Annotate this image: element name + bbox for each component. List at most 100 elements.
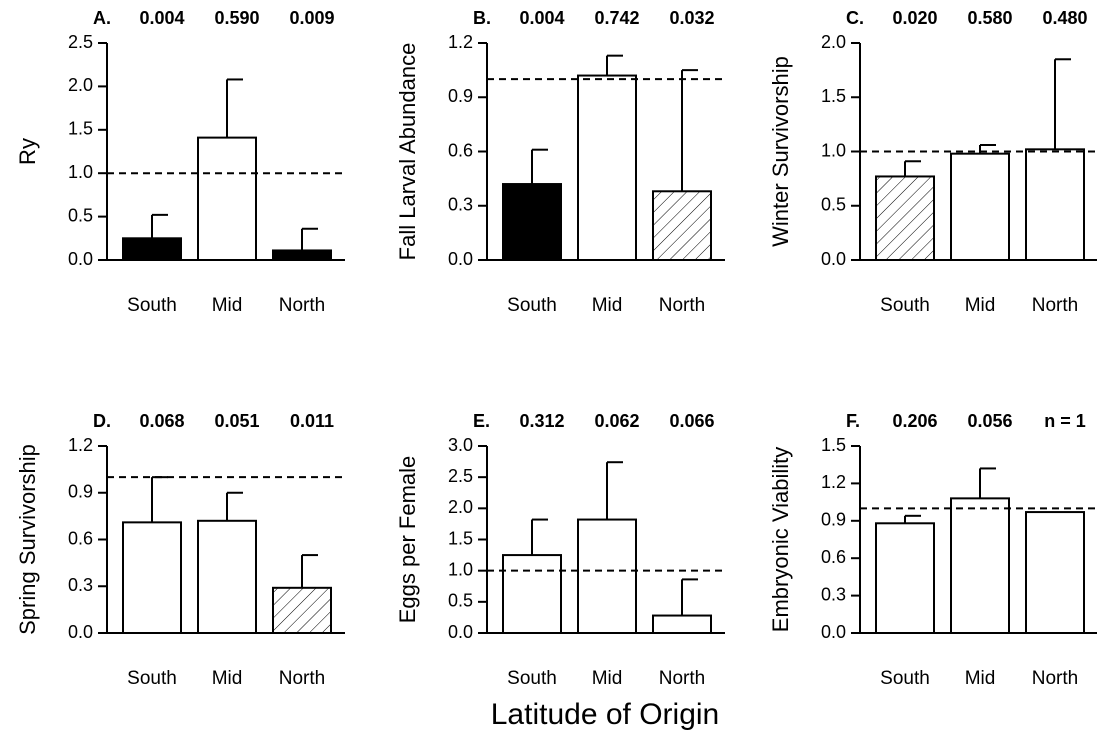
annotation: 0.032	[669, 8, 714, 28]
bar	[875, 522, 935, 634]
y-tick-label: 0.9	[821, 510, 846, 530]
y-tick-label: 0.0	[821, 249, 846, 269]
bar	[272, 249, 332, 261]
y-tick-label: 1.2	[68, 435, 93, 455]
shared-x-label: Latitude of Origin	[491, 698, 719, 731]
y-tick-label: 0.0	[448, 622, 473, 642]
y-tick-label: 0.3	[821, 584, 846, 604]
bar	[197, 519, 257, 634]
x-tick-label: Mid	[965, 668, 996, 689]
annotation: 0.742	[594, 8, 639, 28]
annotation: 0.020	[892, 8, 937, 28]
bar	[652, 614, 712, 635]
panel-label: C.	[846, 8, 864, 28]
y-tick-label: 1.2	[448, 32, 473, 52]
y-tick-label: 3.0	[448, 435, 473, 455]
y-tick-label: 0.0	[68, 249, 93, 269]
annotation: 0.580	[967, 8, 1012, 28]
x-tick-label: Mid	[212, 295, 243, 316]
bar	[577, 74, 637, 261]
panel-label: D.	[93, 411, 111, 431]
x-tick-label: North	[1032, 295, 1078, 316]
panel-label: F.	[846, 411, 860, 431]
y-tick-label: 2.5	[68, 32, 93, 52]
x-tick-label: Mid	[592, 668, 623, 689]
annotation: 0.004	[139, 8, 184, 28]
y-tick-label: 1.0	[448, 559, 473, 579]
y-tick-label: 2.5	[448, 466, 473, 486]
bar	[875, 175, 935, 261]
bar	[197, 136, 257, 261]
y-tick-label: 0.6	[448, 140, 473, 160]
annotation: 0.206	[892, 411, 937, 431]
panel-label: E.	[473, 411, 490, 431]
y-tick-label: 0.3	[68, 575, 93, 595]
annotation: n = 1	[1044, 411, 1086, 431]
x-tick-label: Mid	[212, 668, 243, 689]
y-tick-label: 1.0	[68, 162, 93, 182]
bar	[272, 586, 332, 635]
y-tick-label: 0.5	[448, 591, 473, 611]
y-axis-label: Fall Larval Abundance	[395, 43, 420, 261]
annotation: 0.009	[289, 8, 334, 28]
y-tick-label: 1.5	[821, 435, 846, 455]
x-tick-label: North	[659, 295, 705, 316]
y-tick-label: 0.3	[448, 195, 473, 215]
annotation: 0.068	[139, 411, 184, 431]
annotation: 0.590	[214, 8, 259, 28]
y-tick-label: 2.0	[68, 75, 93, 95]
y-tick-label: 2.0	[821, 32, 846, 52]
y-tick-label: 0.0	[448, 249, 473, 269]
x-tick-label: South	[880, 668, 930, 689]
x-tick-label: Mid	[965, 295, 996, 316]
panel-label: B.	[473, 8, 491, 28]
annotation: 0.480	[1042, 8, 1087, 28]
bar	[652, 190, 712, 262]
y-tick-label: 0.6	[821, 547, 846, 567]
annotation: 0.056	[967, 411, 1012, 431]
y-tick-label: 0.9	[68, 482, 93, 502]
y-tick-label: 0.0	[68, 622, 93, 642]
x-tick-label: North	[279, 295, 325, 316]
x-tick-label: Mid	[592, 295, 623, 316]
y-axis-label: Embryonic Viability	[768, 447, 793, 632]
y-axis-label: Eggs per Female	[395, 456, 420, 624]
bar	[950, 152, 1010, 261]
y-tick-label: 0.9	[448, 86, 473, 106]
y-axis-label: Winter Survivorship	[768, 56, 793, 247]
y-tick-label: 2.0	[448, 497, 473, 517]
y-tick-label: 0.0	[821, 622, 846, 642]
x-tick-label: South	[507, 295, 557, 316]
x-tick-label: North	[1032, 668, 1078, 689]
bar	[577, 518, 637, 635]
bar	[122, 521, 182, 635]
y-axis-label: Spring Survivorship	[15, 444, 40, 635]
x-tick-label: South	[127, 295, 177, 316]
y-tick-label: 1.5	[448, 528, 473, 548]
bar	[502, 183, 562, 261]
bar	[502, 554, 562, 634]
bar	[1025, 511, 1085, 634]
y-axis-label: Ry	[15, 138, 40, 165]
x-tick-label: North	[279, 668, 325, 689]
y-tick-label: 1.0	[821, 140, 846, 160]
y-tick-label: 1.2	[821, 472, 846, 492]
annotation: 0.066	[669, 411, 714, 431]
x-tick-label: South	[880, 295, 930, 316]
annotation: 0.011	[290, 411, 334, 431]
y-tick-label: 0.5	[821, 195, 846, 215]
bar	[122, 237, 182, 262]
x-tick-label: North	[659, 668, 705, 689]
annotation: 0.312	[519, 411, 564, 431]
annotation: 0.051	[214, 411, 259, 431]
y-tick-label: 1.5	[821, 86, 846, 106]
y-tick-label: 0.5	[68, 205, 93, 225]
panel-label: A.	[93, 8, 111, 28]
y-tick-label: 1.5	[68, 119, 93, 139]
y-tick-label: 0.6	[68, 528, 93, 548]
bar	[950, 497, 1010, 634]
annotation: 0.004	[519, 8, 564, 28]
bar	[1025, 148, 1085, 261]
x-tick-label: South	[507, 668, 557, 689]
